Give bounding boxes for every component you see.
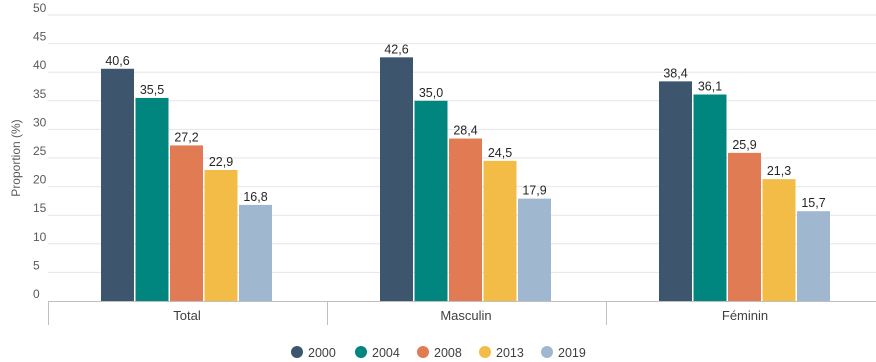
data-label: 16,8 — [243, 190, 267, 204]
data-label: 15,7 — [801, 196, 825, 210]
data-label: 42,6 — [384, 42, 408, 56]
y-tick-label: 40 — [33, 58, 47, 72]
y-tick-label: 20 — [33, 173, 47, 187]
bar-total-2013 — [204, 170, 238, 301]
legend-label: 2008 — [434, 346, 462, 360]
legend-label: 2000 — [308, 346, 336, 360]
legend-label: 2004 — [372, 346, 400, 360]
data-label: 17,9 — [522, 184, 546, 198]
bar-féminin-2004 — [693, 94, 727, 302]
data-label: 21,3 — [767, 164, 791, 178]
bar-total-2019 — [239, 204, 272, 301]
data-labels: 40,6 35,5 27,2 22,9 16,8 42,6 35,0 28,4 24,5 17,9… — [105, 42, 825, 210]
bar-féminin-2000 — [659, 81, 692, 302]
bar-masculin-2013 — [483, 160, 517, 301]
x-tick-label: Masculin — [440, 308, 491, 323]
y-tick-label: 15 — [33, 201, 47, 215]
bar-féminin-2019 — [797, 211, 830, 301]
y-tick-label: 10 — [33, 230, 47, 244]
data-label: 27,2 — [174, 130, 198, 144]
bar-masculin-2004 — [414, 100, 448, 301]
y-tick-label: 5 — [33, 258, 40, 272]
data-label: 40,6 — [105, 54, 129, 68]
bars — [101, 57, 830, 302]
bar-masculin-2008 — [449, 138, 482, 301]
data-label: 36,1 — [698, 80, 722, 94]
legend-label: 2019 — [558, 346, 586, 360]
legend-marker — [417, 346, 429, 358]
y-tick-label: 30 — [33, 115, 47, 129]
data-label: 22,9 — [209, 155, 233, 169]
legend-label: 2013 — [496, 346, 524, 360]
y-tick-label: 25 — [33, 144, 47, 158]
data-label: 25,9 — [732, 138, 756, 152]
data-label: 38,4 — [663, 66, 687, 80]
x-axis: Total Masculin Féminin — [48, 301, 876, 325]
y-axis-ticks: 0 5 10 15 20 25 30 35 40 45 50 — [33, 1, 47, 301]
y-tick-label: 50 — [33, 1, 47, 15]
bar-masculin-2019 — [518, 198, 551, 301]
bar-masculin-2000 — [380, 57, 413, 301]
legend-marker — [355, 346, 367, 358]
data-label: 28,4 — [453, 124, 477, 138]
bar-féminin-2008 — [728, 152, 761, 301]
y-tick-label: 0 — [33, 287, 40, 301]
bar-total-2008 — [170, 145, 203, 301]
bar-total-2004 — [135, 97, 169, 301]
data-label: 35,5 — [140, 83, 164, 97]
legend: 2000 2004 2008 2013 2019 — [291, 346, 586, 360]
data-label: 24,5 — [488, 146, 512, 160]
y-tick-label: 45 — [33, 30, 47, 44]
legend-marker — [479, 346, 491, 358]
bar-total-2000 — [101, 68, 134, 301]
x-tick-label: Féminin — [722, 308, 768, 323]
x-tick-label: Total — [173, 308, 201, 323]
data-label: 35,0 — [419, 86, 443, 100]
legend-marker — [291, 346, 303, 358]
y-tick-label: 35 — [33, 87, 47, 101]
bar-féminin-2013 — [762, 179, 796, 301]
y-axis-title: Proportion (%) — [9, 119, 23, 196]
legend-marker — [541, 346, 553, 358]
